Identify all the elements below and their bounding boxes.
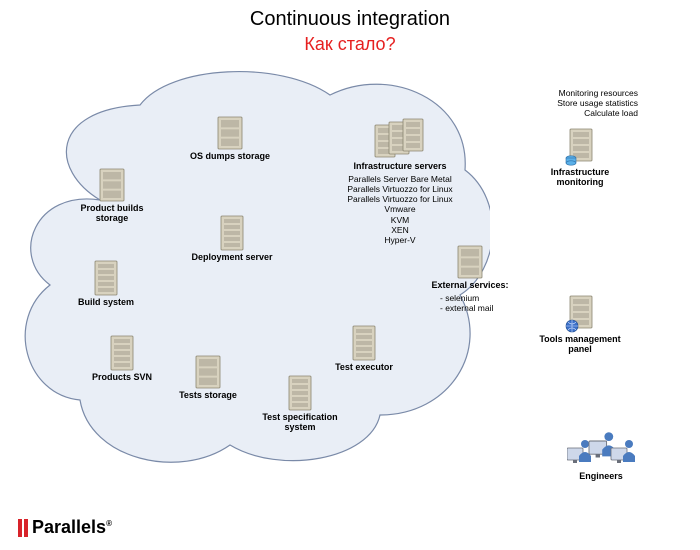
label-external_services: External services: <box>420 281 520 291</box>
notes-infra_mon: Monitoring resourcesStore usage statisti… <box>518 88 638 119</box>
label-test_executor: Test executor <box>314 363 414 373</box>
label-test_spec: Test specificationsystem <box>250 413 350 433</box>
engineers-icon <box>556 430 646 470</box>
node-test-spec: Test specificationsystem <box>250 375 350 433</box>
sub-infra_servers: Parallels Server Bare MetalParallels Vir… <box>330 174 470 245</box>
server-rack-icon <box>56 260 156 296</box>
node-tools-panel: Tools managementpanel <box>530 295 630 355</box>
node-external-services: External services: - selenium- external m… <box>420 245 520 313</box>
node-test-executor: Test executor <box>314 325 414 373</box>
parallels-logo: Parallels® <box>18 517 112 538</box>
server-cluster-icon <box>330 118 470 160</box>
server-single-icon <box>62 168 162 202</box>
node-tests-storage: Tests storage <box>158 355 258 401</box>
label-infra_mon: Infrastructuremonitoring <box>530 168 630 188</box>
title: Continuous integration <box>0 8 700 31</box>
server-rack-icon <box>250 375 350 411</box>
label-infra_servers: Infrastructure servers <box>330 162 470 172</box>
node-infra-servers: Infrastructure servers Parallels Server B… <box>330 118 470 245</box>
server-single-icon <box>420 245 520 279</box>
label-products_svn: Products SVN <box>72 373 172 383</box>
server-db-icon <box>530 128 630 166</box>
node-build-system: Build system <box>56 260 156 308</box>
subtitle: Как стало? <box>0 34 700 55</box>
server-rack-icon <box>72 335 172 371</box>
node-deployment: Deployment server <box>182 215 282 263</box>
logo-text: Parallels® <box>32 517 112 538</box>
label-product_builds: Product buildsstorage <box>62 204 162 224</box>
label-tools_panel: Tools managementpanel <box>530 335 630 355</box>
server-rack-icon <box>314 325 414 361</box>
node-engineers: Engineers <box>556 430 646 482</box>
server-globe-icon <box>530 295 630 333</box>
sub-external_services: - selenium- external mail <box>420 293 520 313</box>
server-rack-icon <box>182 215 282 251</box>
server-single-icon <box>180 116 280 150</box>
label-os_dumps: OS dumps storage <box>180 152 280 162</box>
node-product-builds: Product buildsstorage <box>62 168 162 224</box>
server-single-icon <box>158 355 258 389</box>
node-os-dumps: OS dumps storage <box>180 116 280 162</box>
logo-bars-icon <box>18 519 28 537</box>
node-products-svn: Products SVN <box>72 335 172 383</box>
label-deployment: Deployment server <box>182 253 282 263</box>
label-build_system: Build system <box>56 298 156 308</box>
label-tests_storage: Tests storage <box>158 391 258 401</box>
label-engineers: Engineers <box>556 472 646 482</box>
node-infra-mon: Monitoring resourcesStore usage statisti… <box>530 128 630 188</box>
